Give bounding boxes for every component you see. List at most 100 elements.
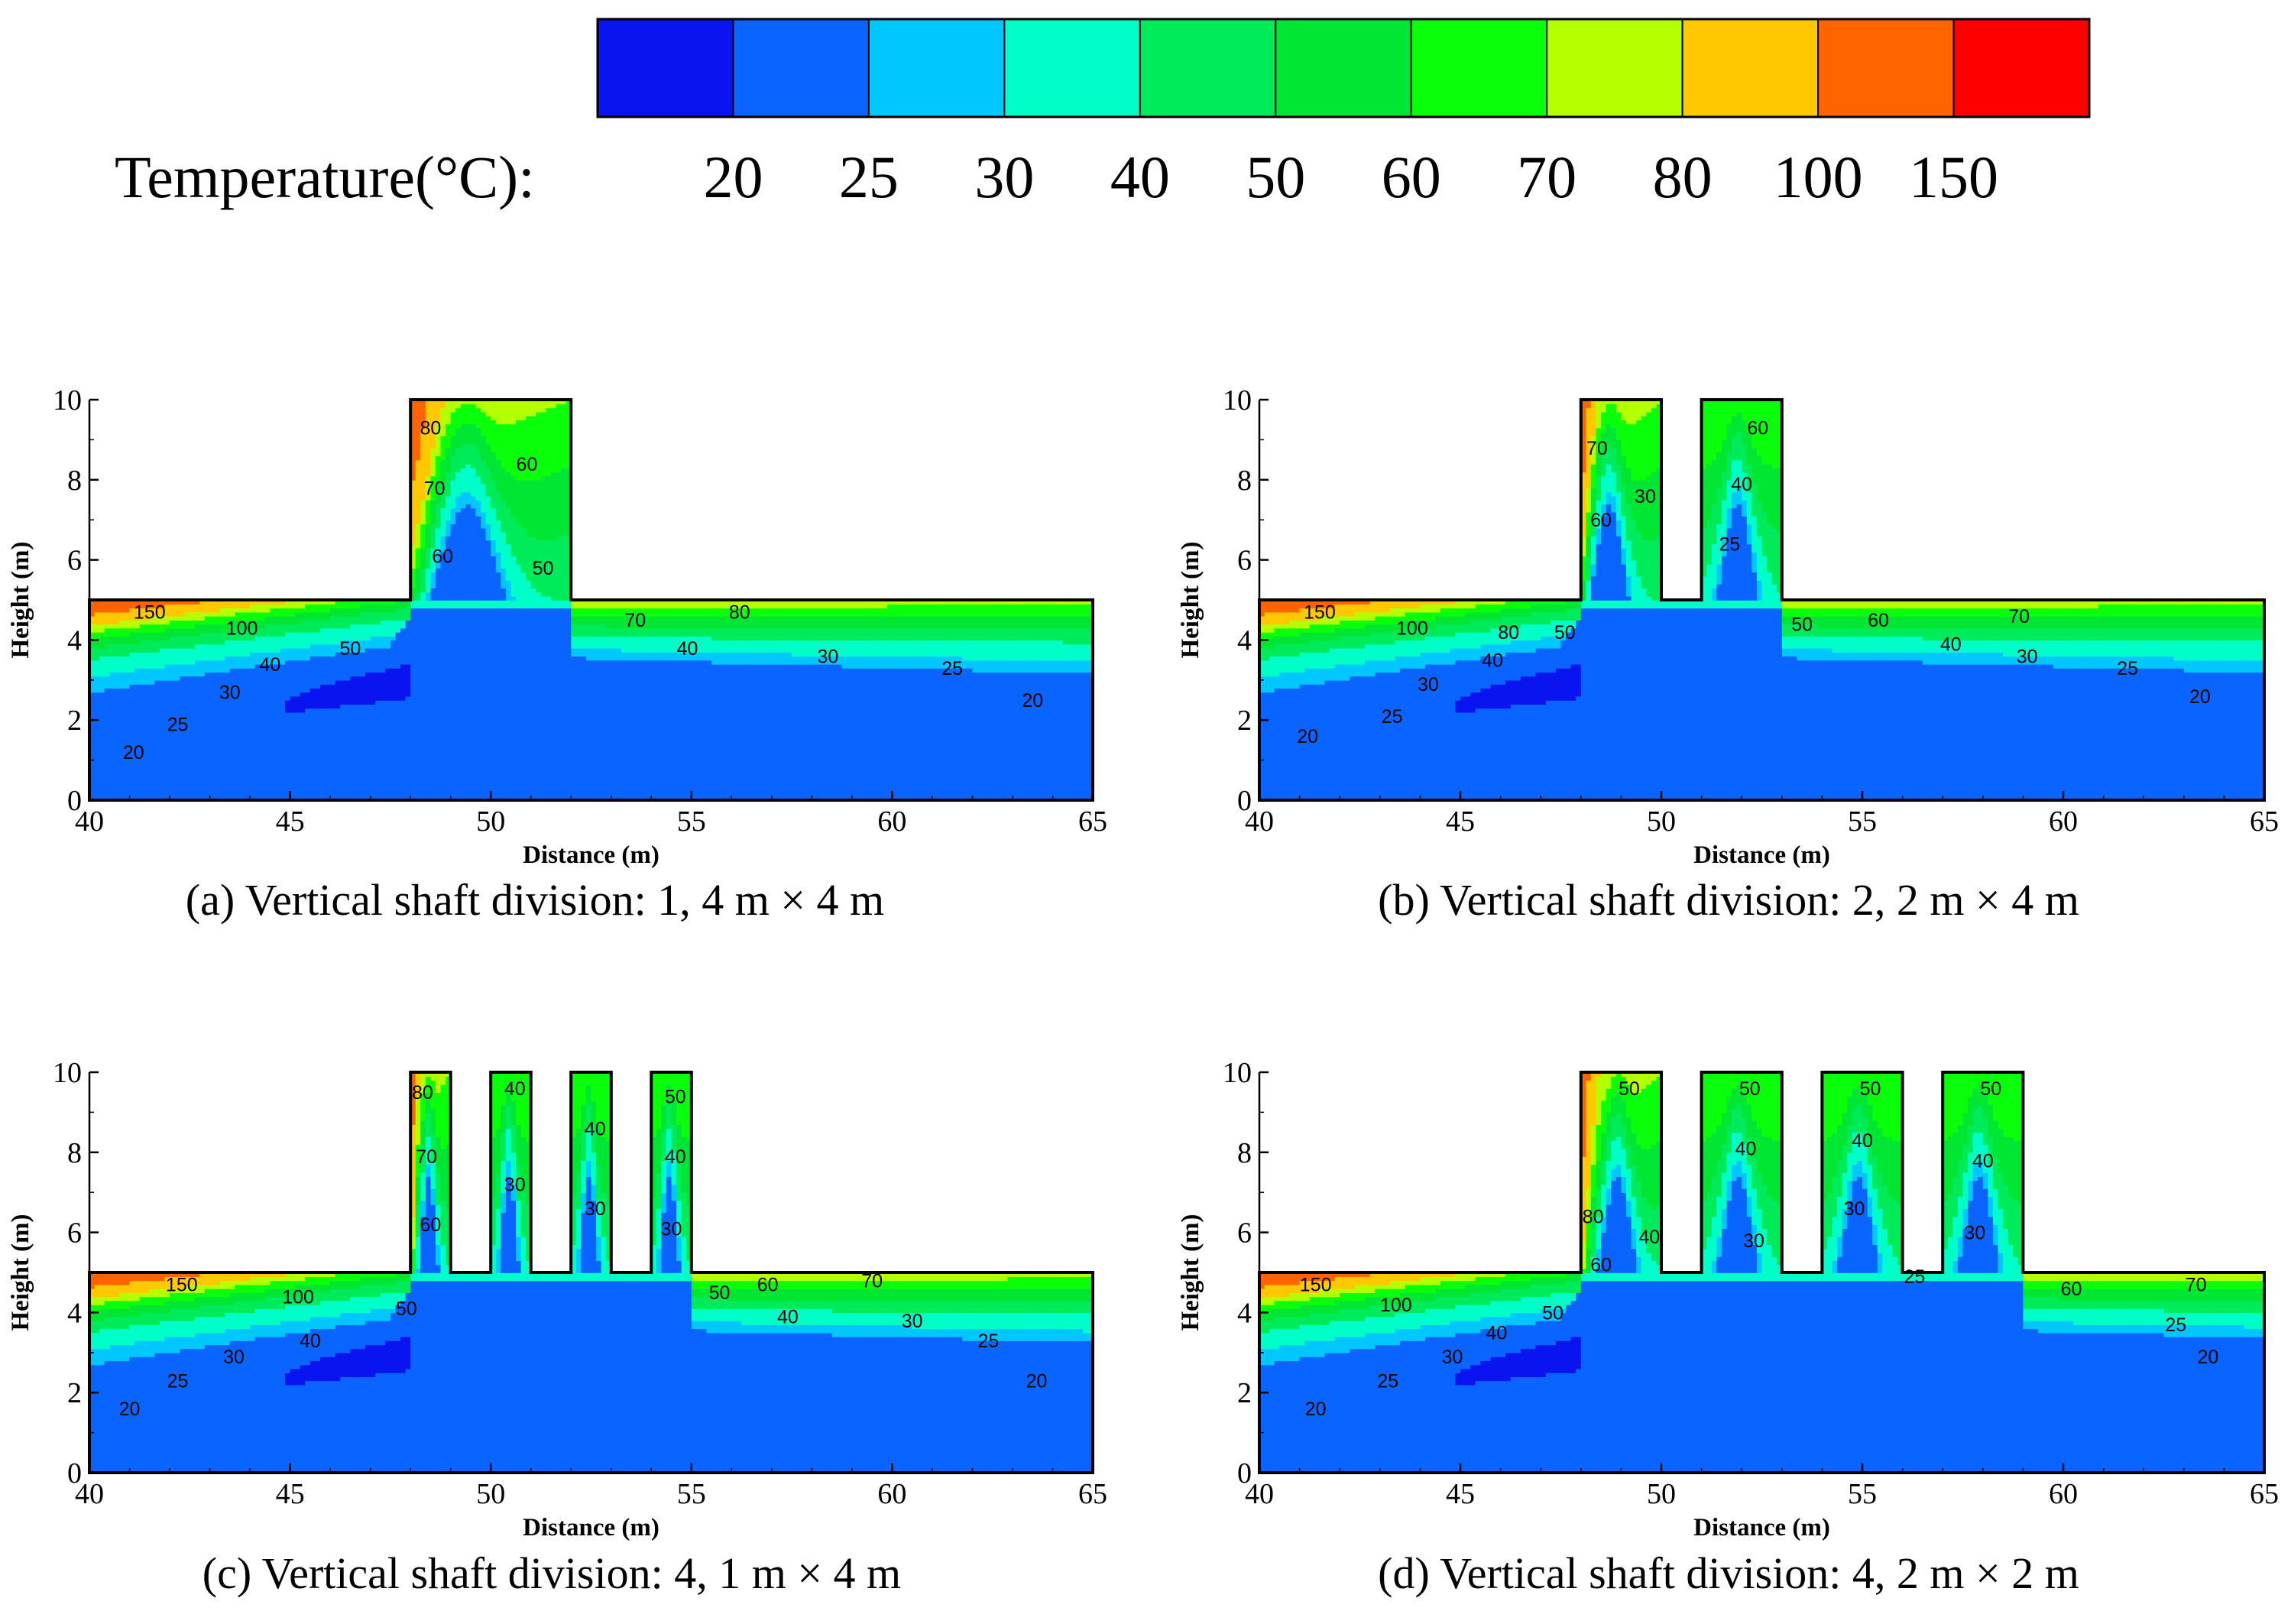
contour-label: 30 [1964,1223,1985,1244]
x-tick-label: 45 [1446,1478,1475,1510]
colorbar-tick-label: 20 [703,144,763,210]
temperature-colorbar: 20 25 30 40 50 60 70 80 100 150 [596,18,2091,210]
x-tick-label: 60 [2049,1478,2078,1510]
y-tick-label: 2 [67,705,82,737]
x-tick-label: 40 [1245,806,1274,838]
contour-label: 80 [412,1082,433,1104]
contour-label: 30 [585,1198,606,1220]
contour-label: 70 [2008,606,2030,627]
x-tick-label: 65 [1078,1478,1107,1510]
contour-label: 25 [167,714,189,735]
temperature-field [1259,400,2264,800]
contour-label: 25 [2165,1314,2186,1336]
x-tick-label: 65 [2250,806,2279,838]
colorbar-tick-label: 80 [1653,144,1713,210]
contour-label: 40 [1852,1130,1873,1152]
contour-label: 150 [134,602,166,624]
y-axis-label: Height (m) [1177,1214,1204,1331]
x-axis-label: Distance (m) [523,1514,659,1541]
x-axis-label: Distance (m) [523,841,659,869]
colorbar-segment [1817,18,1955,118]
contour-label: 100 [1380,1295,1412,1316]
colorbar-segment [597,18,734,118]
contour-label: 70 [1586,438,1608,459]
contour-label: 30 [504,1175,526,1196]
contour-label: 30 [817,646,838,667]
contour-label: 20 [1305,1399,1327,1420]
contour-label: 60 [2061,1279,2082,1300]
x-tick-label: 60 [877,806,906,838]
x-tick-label: 55 [1848,1478,1877,1510]
contour-label: 50 [1542,1302,1564,1324]
x-tick-label: 65 [1078,806,1107,838]
y-axis-label: Height (m) [7,541,34,658]
x-axis-label: Distance (m) [1693,841,1830,869]
panel-caption: (c) Vertical shaft division: 4, 1 m × 4 … [203,1548,901,1598]
y-axis-label: Height (m) [1177,541,1204,658]
y-tick-label: 0 [1237,785,1252,817]
y-tick-label: 0 [67,785,82,817]
y-tick-label: 10 [1223,384,1252,417]
contour-label: 70 [861,1270,883,1292]
contour-label: 20 [1297,726,1318,747]
contour-label: 20 [1026,1370,1048,1392]
colorbar-title: Temperature(°C): [115,144,535,210]
colorbar-tick-label: 50 [1246,144,1305,210]
contour-label: 25 [1382,706,1403,728]
y-tick-label: 6 [1237,1217,1252,1250]
contour-label: 30 [1635,486,1656,507]
x-tick-label: 50 [1647,1478,1676,1510]
contour-label: 50 [1860,1078,1881,1100]
x-tick-label: 40 [75,806,104,838]
temperature-field [89,1072,1093,1473]
contour-label: 50 [396,1298,417,1320]
contour-label: 50 [709,1282,731,1304]
contour-label: 20 [123,742,144,763]
panel-c: 40 45 50 55 60 65 0 2 4 6 8 10 Distance (m) Height (m… [7,1057,1107,1598]
y-tick-label: 4 [1237,1297,1252,1329]
x-tick-label: 45 [276,1478,305,1510]
y-tick-label: 0 [67,1457,82,1489]
colorbar-segment [1410,18,1548,118]
y-tick-label: 10 [1223,1057,1252,1089]
contour-label: 25 [167,1370,189,1392]
contour-label: 80 [1498,622,1519,643]
colorbar-tick-label: 150 [1909,144,1998,210]
colorbar-segment [1139,18,1277,118]
contour-label: 60 [1590,1255,1612,1276]
x-tick-label: 55 [677,1478,706,1510]
tunnel-outline [1258,1071,2266,1474]
contour-label: 50 [665,1086,686,1107]
contour-label: 50 [1619,1078,1640,1100]
contour-label: 60 [517,454,538,475]
colorbar-tick-label: 100 [1774,144,1863,210]
contour-label: 40 [1940,634,1962,656]
contour-label: 20 [2197,1347,2218,1368]
contour-label: 30 [2017,646,2038,667]
temperature-field [1259,1072,2264,1473]
x-tick-label: 55 [677,806,706,838]
tunnel-outline [88,1071,1094,1474]
contour-label: 30 [902,1311,923,1332]
y-tick-label: 6 [67,1217,82,1250]
contour-label: 30 [1844,1198,1865,1220]
contour-label: 30 [1418,674,1439,695]
contour-label: 40 [1731,474,1752,495]
contour-label: 40 [504,1078,526,1100]
x-tick-label: 40 [1245,1478,1274,1510]
contour-label: 40 [1735,1139,1757,1160]
contour-label: 30 [661,1218,682,1240]
contour-label: 60 [1747,418,1768,439]
contour-label: 25 [1719,534,1741,556]
y-tick-label: 6 [1237,545,1252,577]
contour-label: 30 [1442,1347,1463,1368]
y-tick-label: 0 [1237,1457,1252,1489]
contour-label: 60 [420,1214,442,1236]
colorbar-segment [867,18,1006,118]
x-tick-label: 50 [476,1478,505,1510]
panel-caption: (b) Vertical shaft division: 2, 2 m × 4 … [1378,875,2079,925]
x-tick-label: 50 [476,806,505,838]
contour-label: 50 [533,558,554,579]
contour-label: 100 [282,1286,314,1308]
y-tick-label: 4 [67,624,82,656]
